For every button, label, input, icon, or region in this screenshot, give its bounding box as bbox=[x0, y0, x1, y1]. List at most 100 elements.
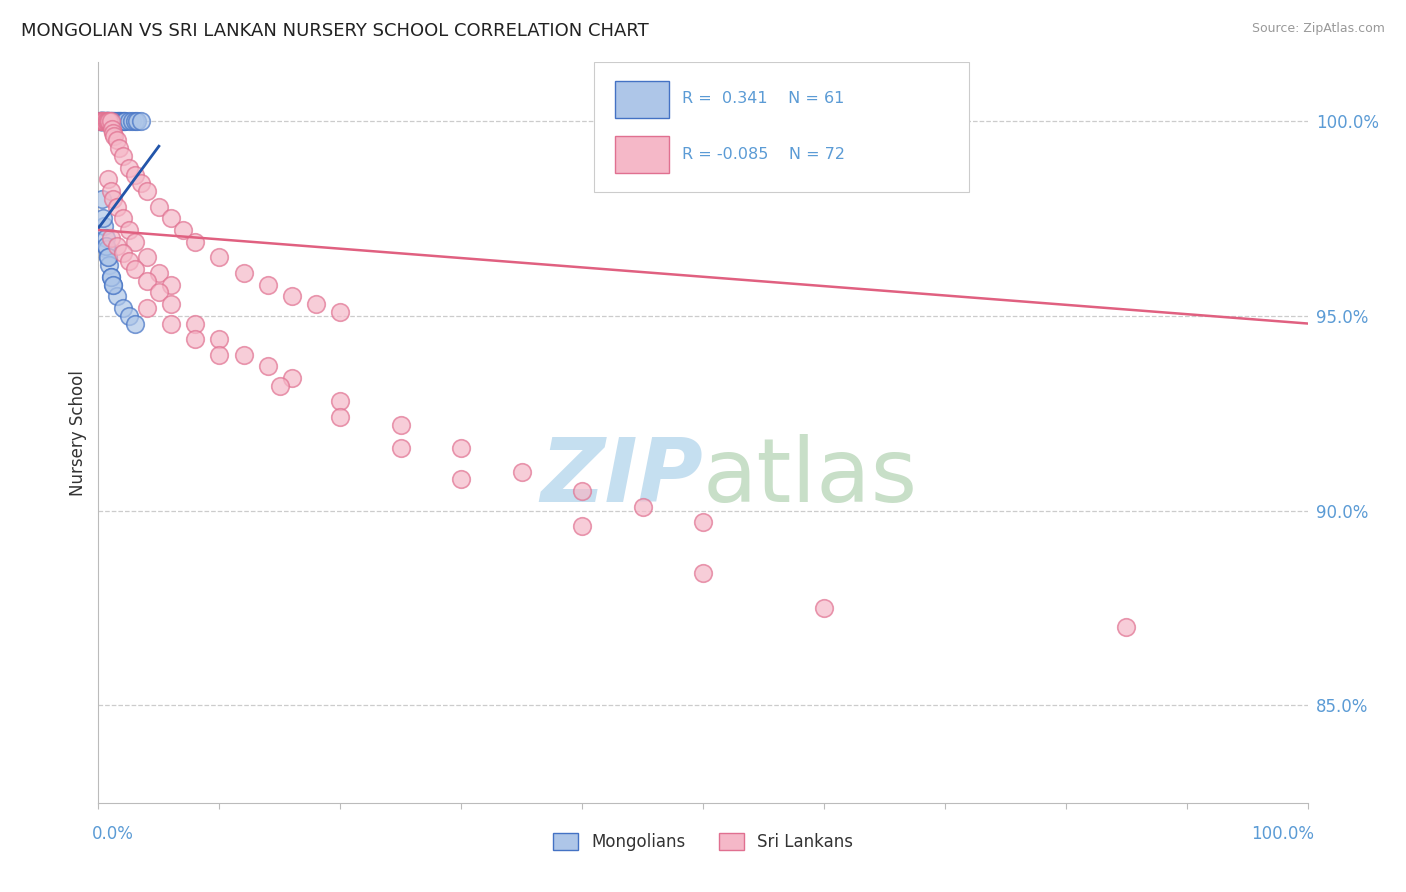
Point bbox=[160, 317, 183, 331]
Point bbox=[118, 161, 141, 175]
Bar bbox=[614, 136, 669, 173]
Text: MONGOLIAN VS SRI LANKAN NURSERY SCHOOL CORRELATION CHART: MONGOLIAN VS SRI LANKAN NURSERY SCHOOL C… bbox=[21, 22, 648, 40]
Point bbox=[90, 114, 112, 128]
Point bbox=[160, 211, 183, 226]
Point bbox=[111, 301, 134, 315]
Point bbox=[184, 332, 207, 346]
Point bbox=[91, 192, 114, 206]
Point bbox=[89, 114, 111, 128]
Point bbox=[91, 114, 114, 128]
Point bbox=[269, 379, 291, 393]
Point bbox=[100, 269, 122, 284]
Point bbox=[281, 289, 304, 303]
Point bbox=[90, 114, 112, 128]
Point bbox=[256, 359, 278, 374]
Point bbox=[101, 277, 124, 292]
Point bbox=[450, 441, 472, 455]
Point bbox=[97, 250, 120, 264]
Point bbox=[90, 114, 112, 128]
Point bbox=[110, 114, 132, 128]
Point bbox=[121, 114, 143, 128]
Point bbox=[118, 309, 141, 323]
Point bbox=[692, 515, 714, 529]
Text: atlas: atlas bbox=[703, 434, 918, 521]
Bar bbox=[614, 81, 669, 118]
Point bbox=[96, 243, 118, 257]
Point bbox=[98, 258, 121, 272]
Point bbox=[91, 114, 114, 128]
Point bbox=[160, 297, 183, 311]
Point bbox=[571, 519, 593, 533]
FancyBboxPatch shape bbox=[595, 62, 969, 192]
Text: Source: ZipAtlas.com: Source: ZipAtlas.com bbox=[1251, 22, 1385, 36]
Point bbox=[105, 200, 128, 214]
Point bbox=[91, 114, 114, 128]
Point bbox=[98, 114, 121, 128]
Point bbox=[100, 269, 122, 284]
Point bbox=[100, 114, 122, 128]
Point bbox=[103, 114, 125, 128]
Point bbox=[118, 114, 141, 128]
Point bbox=[97, 250, 120, 264]
Point bbox=[450, 472, 472, 486]
Point bbox=[129, 176, 152, 190]
Text: ZIP: ZIP bbox=[540, 434, 703, 521]
Point bbox=[305, 297, 328, 311]
Point bbox=[94, 114, 117, 128]
Point bbox=[111, 114, 134, 128]
Point bbox=[111, 211, 134, 226]
Point bbox=[93, 114, 115, 128]
Point bbox=[256, 277, 278, 292]
Point bbox=[135, 301, 157, 315]
Point bbox=[118, 223, 141, 237]
Point bbox=[329, 410, 352, 425]
Point bbox=[124, 262, 146, 277]
Point bbox=[111, 149, 134, 163]
Point bbox=[90, 114, 112, 128]
Point bbox=[91, 114, 114, 128]
Point bbox=[105, 114, 128, 128]
Point bbox=[813, 601, 835, 615]
Point bbox=[232, 348, 254, 362]
Point bbox=[105, 289, 128, 303]
Point bbox=[172, 223, 194, 237]
Point bbox=[127, 114, 149, 128]
Point bbox=[329, 394, 352, 409]
Point bbox=[96, 114, 118, 128]
Point bbox=[94, 114, 117, 128]
Point bbox=[89, 114, 111, 128]
Point bbox=[97, 114, 120, 128]
Point bbox=[104, 114, 127, 128]
Point bbox=[91, 211, 114, 226]
Point bbox=[108, 114, 131, 128]
Point bbox=[124, 169, 146, 183]
Point bbox=[93, 114, 115, 128]
Point bbox=[160, 277, 183, 292]
Point bbox=[93, 219, 115, 233]
Point bbox=[100, 121, 122, 136]
Point bbox=[101, 192, 124, 206]
Point bbox=[91, 114, 114, 128]
Point bbox=[208, 332, 231, 346]
Point bbox=[148, 285, 170, 300]
Point bbox=[135, 274, 157, 288]
Point bbox=[100, 184, 122, 198]
Point bbox=[124, 114, 146, 128]
Point bbox=[108, 114, 131, 128]
Point bbox=[90, 114, 112, 128]
Text: 0.0%: 0.0% bbox=[93, 825, 134, 843]
Point bbox=[281, 371, 304, 385]
Point bbox=[100, 114, 122, 128]
Point bbox=[208, 348, 231, 362]
Point bbox=[118, 254, 141, 268]
Point bbox=[148, 200, 170, 214]
Point bbox=[91, 114, 114, 128]
Point bbox=[1115, 620, 1137, 634]
Point bbox=[103, 129, 125, 144]
Point bbox=[91, 114, 114, 128]
Point bbox=[93, 114, 115, 128]
Point bbox=[93, 114, 115, 128]
Point bbox=[135, 184, 157, 198]
Text: R = -0.085    N = 72: R = -0.085 N = 72 bbox=[682, 147, 845, 162]
Point bbox=[510, 465, 533, 479]
